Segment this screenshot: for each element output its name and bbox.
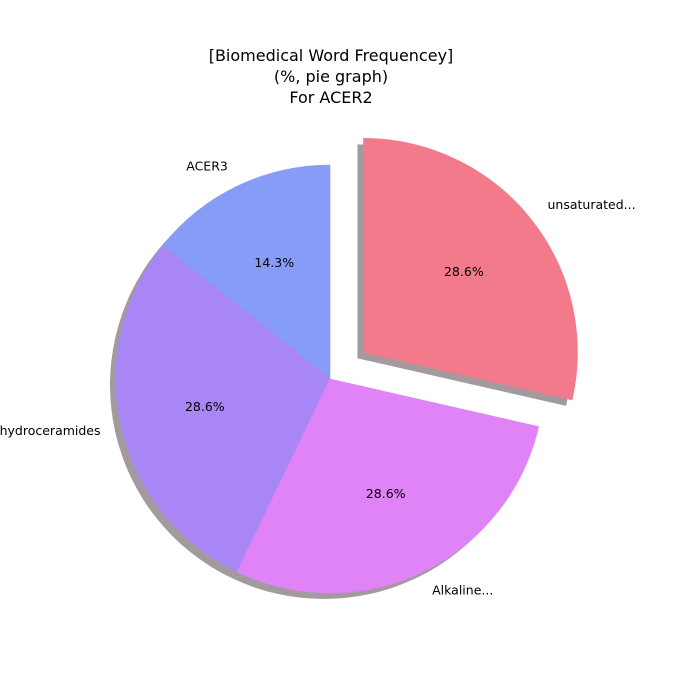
pct-label-unsaturated: 28.6% [444, 264, 484, 279]
chart-title-line-2: (%, pie graph) [274, 67, 388, 86]
pie-slices [116, 138, 577, 593]
chart-title-line-3: For ACER2 [289, 88, 372, 107]
pct-label-acer3: 14.3% [254, 255, 294, 270]
pct-label-alkaline: 28.6% [366, 486, 406, 501]
chart-title: [Biomedical Word Frequencey] (%, pie gra… [209, 46, 454, 107]
slice-label-dihydroceramides: dihydroceramides [0, 423, 101, 438]
pct-label-dihydroceramides: 28.6% [185, 399, 225, 414]
chart-title-line-1: [Biomedical Word Frequencey] [209, 46, 454, 65]
slice-label-unsaturated: unsaturated... [548, 197, 636, 212]
slice-label-acer3: ACER3 [186, 158, 228, 173]
slice-label-alkaline: Alkaline... [432, 583, 493, 598]
